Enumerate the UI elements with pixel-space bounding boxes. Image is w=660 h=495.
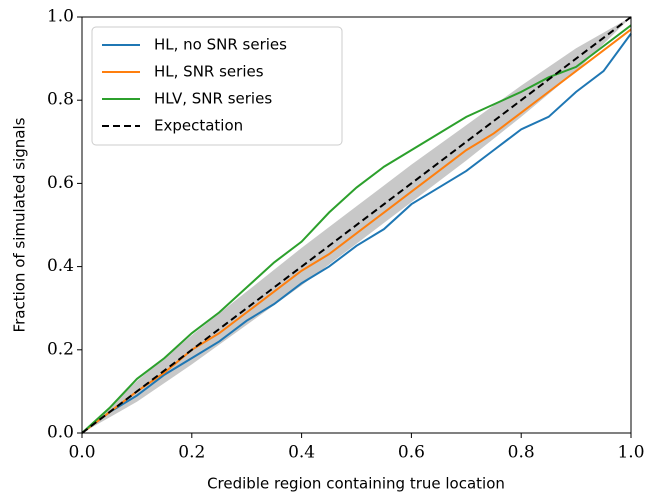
y-tick-label: 0.6	[47, 173, 74, 193]
x-tick-label: 0.2	[178, 443, 205, 463]
expectation-line	[81, 16, 632, 434]
series-line	[81, 28, 632, 434]
legend-label: HLV, SNR series	[154, 90, 272, 108]
x-tick-label: 0.6	[398, 443, 425, 463]
legend-label: Expectation	[154, 117, 243, 135]
x-tick-label: 0.4	[288, 443, 315, 463]
x-axis-label: Credible region containing true location	[207, 475, 505, 493]
y-tick-label: 1.0	[47, 7, 74, 27]
y-tick-label: 0.4	[47, 256, 74, 276]
y-tick-label: 0.8	[47, 90, 74, 110]
legend-box	[91, 26, 343, 146]
series-line	[81, 24, 632, 434]
plot-frame	[81, 16, 632, 434]
x-tick-label: 0.8	[508, 443, 535, 463]
series-line	[81, 33, 632, 434]
y-axis-label: Fraction of simulated signals	[11, 117, 29, 332]
x-tick-label: 0.0	[68, 443, 95, 463]
legend-label: HL, no SNR series	[154, 36, 287, 54]
legend-label: HL, SNR series	[154, 63, 264, 81]
y-tick-label: 0.2	[47, 339, 74, 359]
x-tick-label: 1.0	[617, 443, 644, 463]
y-tick-label: 0.0	[47, 423, 74, 443]
